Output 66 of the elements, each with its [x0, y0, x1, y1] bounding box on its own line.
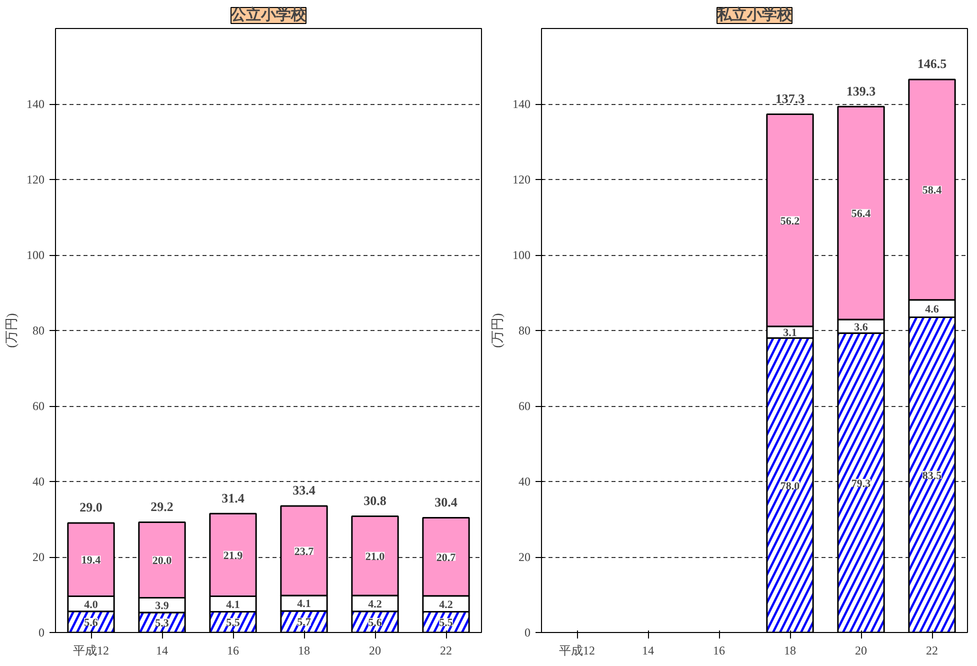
y-tick-label: 80 — [32, 324, 44, 338]
data-label: 83.5 — [922, 470, 942, 482]
data-label: 5.6 — [368, 616, 382, 629]
data-label: 5.3 — [155, 617, 170, 630]
total-label: 33.4 — [292, 482, 316, 498]
total-label: 139.3 — [846, 83, 876, 98]
total-label: 30.8 — [364, 492, 387, 508]
x-tick-label: 22 — [440, 644, 452, 658]
y-axis-title: (万円) — [4, 313, 18, 348]
data-label: 4.1 — [297, 598, 311, 610]
data-label: 3.6 — [854, 321, 868, 334]
y-tick-label: 120 — [26, 172, 44, 186]
data-label: 4.1 — [226, 599, 240, 611]
data-label: 4.2 — [439, 598, 454, 611]
x-tick-label: 平成12 — [73, 644, 109, 658]
data-label: 20.0 — [152, 555, 172, 568]
x-tick-label: 平成12 — [559, 644, 595, 658]
data-label: 4.2 — [368, 598, 382, 610]
y-tick-label: 20 — [518, 550, 530, 564]
data-label: 3.1 — [783, 327, 797, 340]
data-label: 58.4 — [922, 184, 942, 197]
data-label: 5.5 — [439, 617, 454, 630]
x-tick-label: 22 — [926, 644, 938, 658]
data-label: 78.0 — [780, 480, 800, 492]
data-label: 5.6 — [84, 616, 98, 629]
data-label: 21.0 — [365, 550, 386, 563]
y-tick-label: 20 — [32, 550, 44, 564]
total-label: 30.4 — [434, 494, 458, 510]
y-tick-label: 80 — [518, 324, 530, 338]
x-tick-label: 14 — [642, 644, 654, 658]
y-tick-label: 40 — [32, 474, 44, 488]
y-tick-label: 0 — [524, 626, 530, 640]
data-label: 4.6 — [925, 304, 940, 316]
y-axis-title: (万円) — [490, 313, 504, 348]
x-tick-label: 20 — [855, 644, 867, 658]
data-label: 3.9 — [155, 600, 170, 612]
x-tick-label: 16 — [227, 644, 239, 658]
y-tick-label: 140 — [26, 97, 44, 111]
y-tick-label: 0 — [38, 626, 44, 640]
data-label: 79.3 — [851, 478, 872, 490]
x-tick-label: 18 — [298, 644, 310, 658]
y-tick-label: 40 — [518, 474, 530, 488]
total-label: 31.4 — [222, 490, 245, 506]
x-tick-label: 14 — [156, 644, 168, 658]
y-tick-label: 140 — [512, 97, 530, 111]
y-tick-label: 60 — [518, 399, 530, 413]
data-label: 4.0 — [84, 598, 98, 611]
y-tick-label: 100 — [512, 248, 530, 262]
x-tick-label: 20 — [369, 644, 381, 658]
data-label: 21.9 — [223, 550, 244, 562]
data-label: 5.7 — [297, 616, 312, 629]
x-tick-label: 16 — [713, 644, 725, 658]
data-label: 19.4 — [81, 554, 102, 567]
data-label: 20.7 — [436, 552, 456, 564]
y-tick-label: 60 — [32, 399, 44, 413]
data-label: 23.7 — [294, 546, 314, 558]
total-label: 137.3 — [775, 90, 806, 106]
total-label: 29.2 — [150, 498, 174, 514]
data-label: 56.4 — [851, 208, 872, 220]
data-label: 56.2 — [780, 215, 800, 228]
total-label: 146.5 — [917, 56, 948, 72]
data-label: 5.5 — [226, 617, 240, 630]
y-tick-label: 100 — [26, 248, 44, 262]
x-tick-label: 18 — [784, 644, 796, 658]
y-tick-label: 120 — [512, 172, 530, 186]
total-label: 29.0 — [80, 500, 102, 515]
